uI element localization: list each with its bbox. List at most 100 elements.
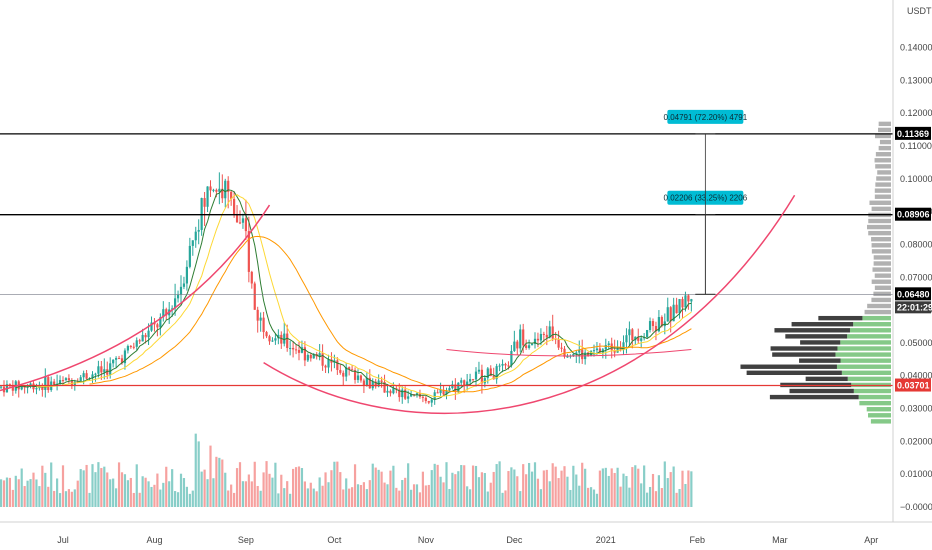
candle-body xyxy=(97,366,100,374)
candle-body xyxy=(690,299,693,302)
volume-bar xyxy=(584,468,587,507)
profile-bar-dark xyxy=(818,315,863,321)
time-axis[interactable]: Jul Aug Sep Oct Nov Dec 2021 Feb Mar Apr xyxy=(0,521,932,545)
volume-bar xyxy=(572,465,575,507)
candle-body xyxy=(174,298,177,309)
candle-body xyxy=(457,382,460,392)
volume-bar xyxy=(507,471,510,507)
candle-body xyxy=(286,333,289,348)
candle-body xyxy=(631,329,634,341)
candle-body xyxy=(318,353,321,357)
price-axis[interactable]: USDT0.140000.130000.120000.110000.100000… xyxy=(892,0,932,522)
profile-bar xyxy=(871,297,891,303)
volume-bar xyxy=(454,474,457,507)
volume-bar xyxy=(542,470,545,507)
candle-body xyxy=(156,324,159,328)
candle-body xyxy=(536,338,540,341)
volume-bar xyxy=(165,466,168,507)
volume-bar xyxy=(150,486,153,507)
candle-body xyxy=(587,352,590,356)
profile-bar xyxy=(871,206,891,212)
candle-body xyxy=(44,377,47,390)
volume-bar xyxy=(356,484,360,507)
candle-body xyxy=(415,393,419,395)
candle-body xyxy=(654,326,658,332)
moving-averages xyxy=(15,188,692,401)
volume-bar xyxy=(138,492,141,507)
volume-bar xyxy=(327,482,330,507)
profile-bar xyxy=(877,170,891,175)
volume-bar xyxy=(415,484,419,507)
volume-bar xyxy=(604,467,607,507)
candle-body xyxy=(489,368,492,377)
candle-body xyxy=(495,366,498,380)
volume-bar xyxy=(230,484,233,507)
profile-bar xyxy=(871,249,891,254)
volume-bar xyxy=(333,461,336,507)
candle-body xyxy=(327,359,330,368)
profile-bar xyxy=(873,291,891,297)
volume-bar xyxy=(477,477,481,507)
volume-bar xyxy=(554,466,557,507)
candle-body xyxy=(135,340,138,347)
volume-bar xyxy=(345,478,348,507)
candle-body xyxy=(398,389,401,398)
candle-body xyxy=(70,380,73,386)
candle-body xyxy=(339,369,342,373)
candle-body xyxy=(657,317,660,332)
volume-bar xyxy=(351,487,354,507)
ma-fast-line xyxy=(15,188,692,401)
volume-bar xyxy=(135,464,138,507)
volume-bar xyxy=(651,473,655,507)
candle-body xyxy=(628,329,631,336)
volume-bar xyxy=(274,462,277,507)
y-tick-label: 0.07000 xyxy=(900,272,932,282)
cup-bottom-curve xyxy=(263,194,796,415)
volume-bar xyxy=(168,481,171,507)
volume-bar xyxy=(412,484,416,507)
volume-bar xyxy=(575,474,578,507)
candle-body xyxy=(126,346,129,351)
candle-body xyxy=(433,392,436,400)
volume-bar xyxy=(182,478,186,507)
volume-bar xyxy=(442,482,445,507)
volume-bar xyxy=(292,468,295,507)
candle-body xyxy=(132,346,135,348)
candle-body xyxy=(144,334,147,338)
profile-bar-dark xyxy=(799,358,841,363)
volume-bar xyxy=(407,463,410,507)
resistance-upper-badge-text: 0.11369 xyxy=(897,129,929,139)
candle-body xyxy=(604,345,607,350)
candle-body xyxy=(575,352,578,355)
candle-body xyxy=(348,367,351,370)
volume-bar xyxy=(510,467,513,507)
volume-bar xyxy=(539,489,542,507)
volume-bar xyxy=(70,491,73,507)
ma-mid-line xyxy=(36,194,692,398)
candle-body xyxy=(197,229,200,232)
profile-bar-dark xyxy=(769,394,859,400)
y-tick-label: 0.04000 xyxy=(900,371,932,381)
x-tick-label: Oct xyxy=(327,535,342,545)
candle-body xyxy=(259,317,262,321)
candle-body xyxy=(501,363,504,366)
volume-bar xyxy=(20,468,23,507)
candle-body xyxy=(250,271,253,284)
candle-body xyxy=(477,369,481,372)
candle-body xyxy=(471,379,475,381)
volume-bar xyxy=(41,465,44,507)
volume-bar xyxy=(300,468,304,507)
candle-body xyxy=(516,341,519,349)
candle-body xyxy=(445,390,448,395)
volume-bar xyxy=(235,468,239,507)
profile-bar xyxy=(868,218,891,224)
profile-bar xyxy=(867,224,891,230)
volume-bar xyxy=(545,469,548,507)
candle-body xyxy=(303,347,306,361)
candle-body xyxy=(368,377,371,389)
candle-body xyxy=(646,330,649,338)
volume-bar xyxy=(61,465,65,507)
volume-bar xyxy=(427,484,430,507)
volume-bar xyxy=(303,481,306,507)
